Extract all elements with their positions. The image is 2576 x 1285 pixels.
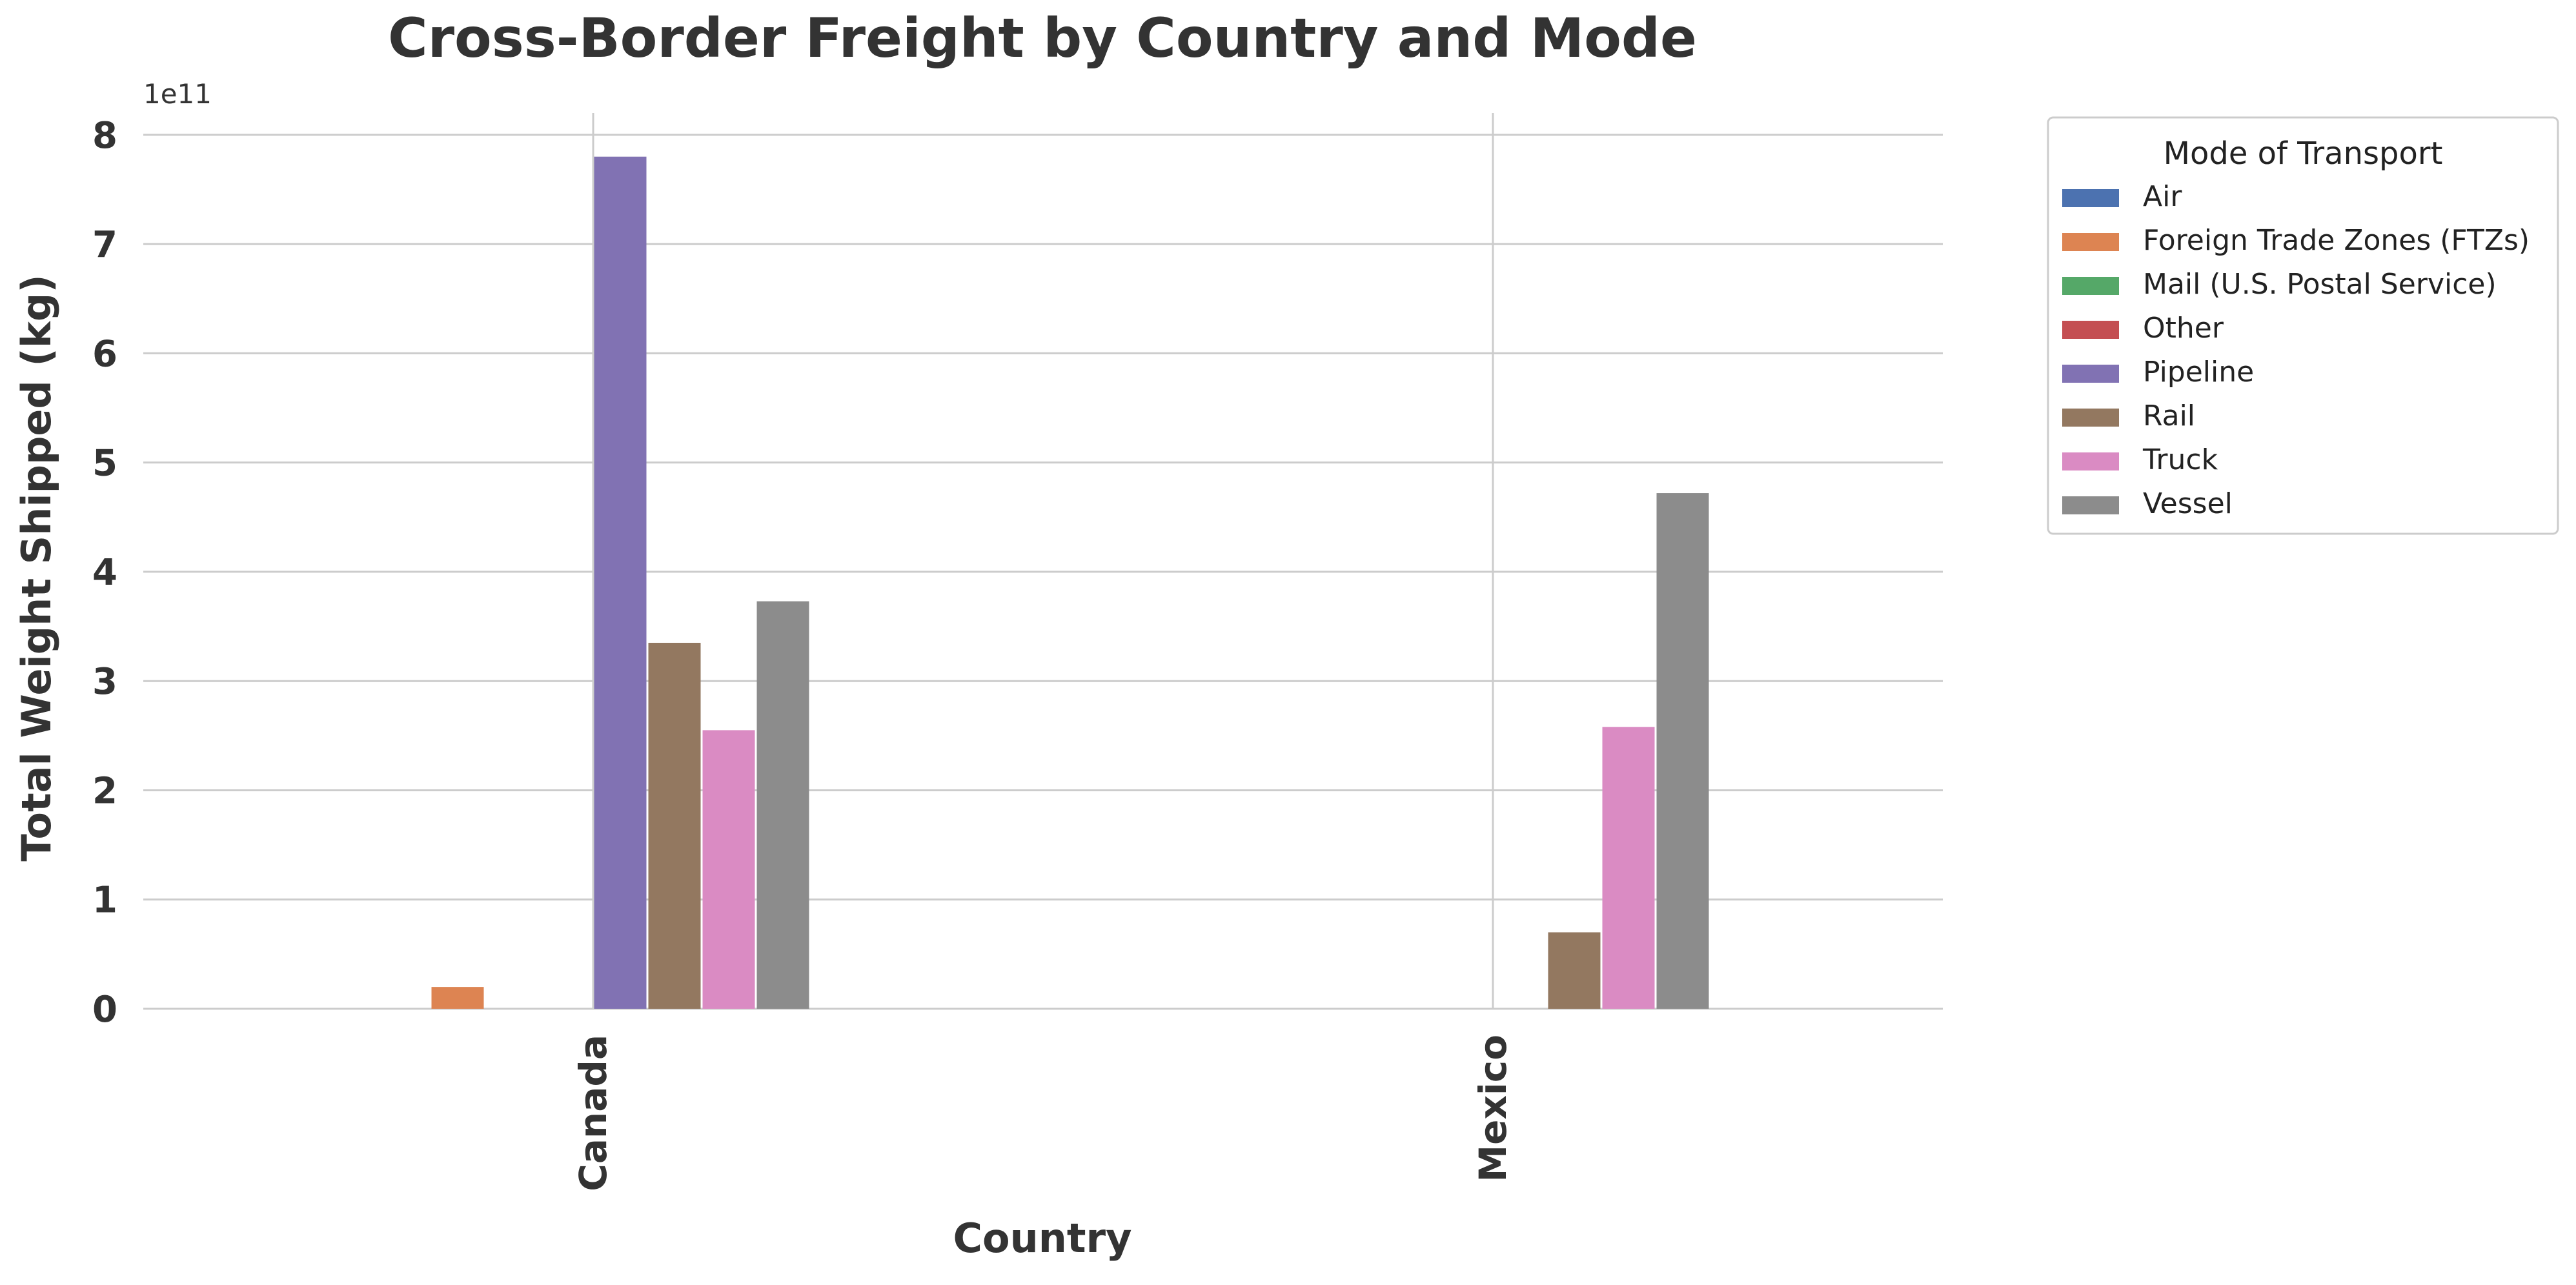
bars: [431, 156, 1709, 1009]
y-axis-label: Total Weight Shipped (kg): [13, 274, 60, 861]
y-tick-label: 1: [92, 880, 117, 922]
bar-canada-vessel: [756, 601, 809, 1009]
legend-swatch: [2062, 452, 2119, 470]
legend-swatch: [2062, 365, 2119, 383]
x-tick-label: Mexico: [1471, 1035, 1515, 1182]
bar-mexico-rail: [1548, 932, 1601, 1009]
legend-frame: [2047, 116, 2559, 535]
x-axis-label: Country: [953, 1215, 1131, 1262]
legend-entry-label: Other: [2143, 312, 2224, 345]
legend-entry-label: Pipeline: [2143, 356, 2254, 389]
legend-entry-label: Foreign Trade Zones (FTZs): [2143, 224, 2530, 257]
y-tick-label: 6: [92, 333, 117, 375]
legend-items: Air Foreign Trade Zones (FTZs) Mail (U.S. …: [2062, 180, 2530, 520]
legend-entry-label: Vessel: [2143, 487, 2233, 520]
y-tick-label: 8: [92, 115, 117, 157]
legend-entry-label: Air: [2143, 180, 2182, 213]
grid-lines: [143, 113, 1943, 1010]
y-scale-offset-label: 1e11: [143, 78, 212, 110]
y-tick-label: 7: [92, 224, 117, 266]
x-tick-label: Canada: [571, 1035, 615, 1191]
legend-title: Mode of Transport: [2164, 136, 2443, 172]
bar-canada-pipeline: [594, 156, 647, 1009]
legend-swatch: [2062, 233, 2119, 251]
legend-swatch: [2062, 409, 2119, 427]
y-tick-label: 0: [92, 989, 117, 1031]
legend-entry-label: Truck: [2142, 443, 2218, 476]
x-tick-labels: Canada Mexico: [571, 1035, 1515, 1191]
y-tick-label: 2: [92, 770, 117, 812]
chart-title: Cross-Border Freight by Country and Mode: [388, 6, 1697, 70]
legend-entry-label: Rail: [2143, 400, 2195, 432]
y-tick-label: 3: [92, 661, 117, 703]
y-tick-label: 5: [92, 443, 117, 485]
bar-mexico-truck: [1602, 727, 1655, 1009]
legend-swatch: [2062, 496, 2119, 514]
y-tick-label: 4: [92, 552, 117, 594]
legend-swatch: [2062, 277, 2119, 295]
y-tick-labels: 0 1 2 3 4 5 6 7 8: [92, 115, 117, 1031]
legend-entry-label: Mail (U.S. Postal Service): [2143, 268, 2497, 301]
bar-canada-foreign-trade-zones-ftzs: [431, 987, 484, 1009]
bar-mexico-vessel: [1656, 493, 1709, 1009]
bar-canada-rail: [648, 642, 701, 1009]
legend-swatch: [2062, 189, 2119, 207]
legend-swatch: [2062, 321, 2119, 339]
bar-canada-truck: [702, 730, 755, 1009]
legend: Mode of Transport Air Foreign Trade Zones…: [2047, 116, 2559, 535]
